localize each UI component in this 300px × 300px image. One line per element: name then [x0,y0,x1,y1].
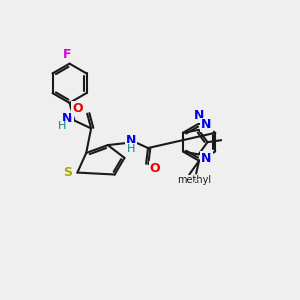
Text: N: N [126,134,136,147]
Text: H: H [127,144,136,154]
Text: F: F [63,48,72,61]
Text: methyl: methyl [194,179,199,180]
Text: methyl: methyl [177,176,211,185]
Text: methyl: methyl [194,182,200,183]
Text: O: O [150,162,160,175]
Text: O: O [72,102,83,115]
Text: N: N [201,118,212,131]
Text: S: S [63,166,72,179]
Text: H: H [58,122,66,131]
Text: N: N [201,152,212,165]
Text: methyl: methyl [196,180,201,181]
Text: methyl: methyl [178,177,210,186]
Text: N: N [194,109,204,122]
Text: N: N [62,112,73,125]
